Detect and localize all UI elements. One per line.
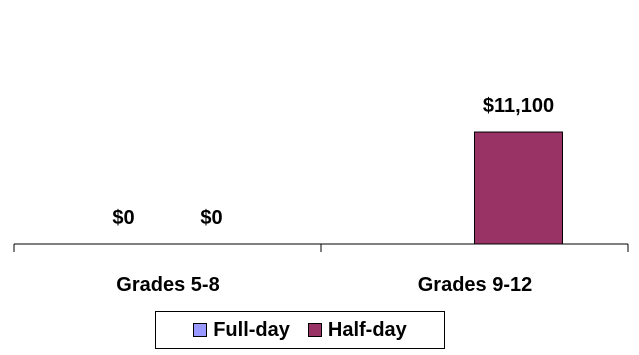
bar-chart: Grades 5-8 Grades 9-12 $0 $0 $11,100 (13, 95, 629, 296)
legend-item-half-day: Half-day (307, 318, 407, 342)
value-label-full-day-grades-5-8: $0 (112, 207, 134, 229)
legend-swatch-full-day (193, 323, 208, 337)
category-label-grades-5-8: Grades 5-8 (116, 274, 219, 296)
bars-group (474, 131, 563, 245)
legend-swatch-half-day (307, 323, 322, 337)
legend: Full-day Half-day (155, 311, 445, 349)
bar-half-day-grades-9-12 (474, 131, 563, 245)
category-label-grades-9-12: Grades 9-12 (418, 274, 533, 296)
legend-item-full-day: Full-day (193, 319, 290, 342)
value-label-half-day-grades-5-8: $0 (200, 207, 222, 229)
legend-label-full-day: Full-day (213, 318, 290, 341)
legend-label-half-day: Half-day (327, 318, 407, 341)
value-labels-group: $0 $0 $11,100 (112, 95, 554, 229)
value-label-half-day-grades-9-12: $11,100 (483, 95, 554, 117)
